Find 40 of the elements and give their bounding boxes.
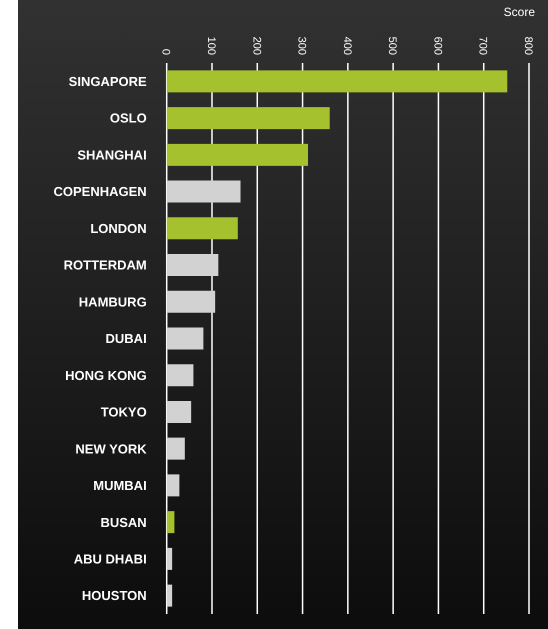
- bar: [166, 180, 241, 203]
- y-tick-label: MUMBAI: [93, 478, 147, 494]
- y-tick-label: SINGAPORE: [68, 74, 148, 89]
- y-tick-label: HONG KONG: [65, 368, 147, 383]
- bar: [166, 254, 218, 276]
- x-tick-label: 600: [431, 36, 444, 55]
- x-tick-label: 100: [204, 36, 217, 55]
- x-tick-label: 800: [522, 36, 534, 55]
- x-axis-title: Score: [504, 5, 536, 19]
- bar: [166, 474, 180, 496]
- y-tick-label: LONDON: [90, 220, 147, 236]
- bar: [166, 290, 216, 313]
- y-tick-label: BUSAN: [100, 514, 147, 530]
- bar: [166, 144, 308, 166]
- y-tick-label: COPENHAGEN: [54, 184, 147, 200]
- bar: [166, 107, 330, 130]
- bar: [166, 327, 204, 350]
- y-tick-label: OSLO: [110, 110, 147, 126]
- bar: [166, 511, 174, 534]
- x-tick-label: 0: [160, 48, 172, 55]
- y-tick-label: TOKYO: [100, 404, 147, 420]
- x-tick-label: 300: [296, 36, 308, 55]
- bar: [166, 364, 194, 386]
- bar: [166, 400, 192, 423]
- y-tick-label: HAMBURG: [78, 294, 147, 310]
- y-tick-label: ABU DHABI: [74, 552, 147, 567]
- bar: [166, 217, 238, 240]
- y-tick-label: HOUSTON: [82, 588, 147, 604]
- y-tick-label: DUBAI: [106, 331, 147, 346]
- bar: [166, 584, 172, 607]
- x-tick-label: 700: [476, 36, 489, 55]
- bar: [166, 548, 172, 570]
- bar: [166, 70, 508, 92]
- x-tick-label: 200: [250, 36, 262, 55]
- x-tick-label: 500: [386, 36, 398, 55]
- y-tick-label: SHANGHAI: [77, 147, 147, 162]
- y-tick-label: NEW YORK: [75, 441, 148, 456]
- x-tick-label: 400: [340, 36, 353, 55]
- y-tick-label: ROTTERDAM: [64, 258, 147, 273]
- bar: [166, 438, 185, 460]
